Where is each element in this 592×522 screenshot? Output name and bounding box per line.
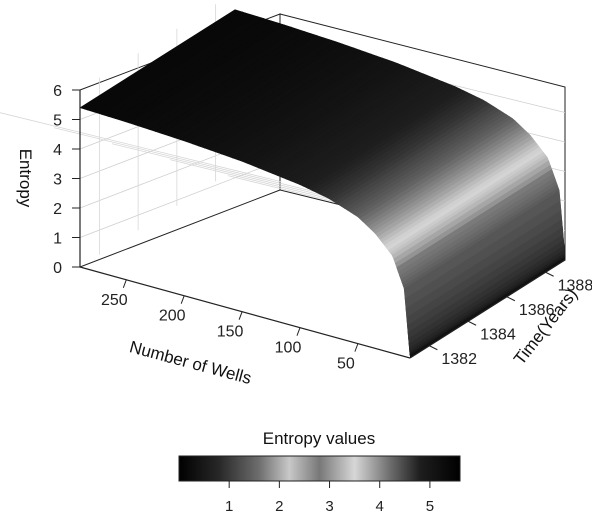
colorbar-tick-label: 4 [376, 498, 384, 515]
x-tick-label: 150 [217, 324, 244, 341]
y-tick-mark [545, 271, 554, 277]
z-tick-label: 4 [53, 142, 62, 159]
y-tick-label: 1384 [480, 326, 516, 343]
z-tick-label: 6 [53, 83, 62, 100]
colorbar-tick-label: 1 [225, 498, 233, 515]
z-tick-label: 2 [53, 201, 62, 218]
x-axis: 50 100 150 200 250 [79, 266, 411, 373]
x-tick-mark [296, 327, 301, 336]
z-tick-label: 1 [53, 231, 62, 248]
z-tick-label: 0 [53, 260, 62, 277]
y-tick-label: 1382 [441, 351, 477, 368]
y-tick-mark [467, 320, 477, 326]
grid-line [0, 112, 282, 183]
x-tick-mark [180, 295, 185, 304]
y-tick-mark [506, 296, 516, 302]
y-tick-label: 1386 [519, 302, 555, 319]
y-tick-label: 1388 [558, 277, 592, 294]
surface-strip [396, 169, 554, 273]
entropy-surface [79, 9, 566, 358]
colorbar-tick-label: 5 [426, 498, 434, 515]
grid-line [54, 127, 340, 199]
x-axis-line [79, 266, 411, 359]
x-tick-label: 200 [159, 308, 186, 325]
colorbar-tick-label: 2 [275, 498, 283, 515]
z-axis-title: Entropy [16, 149, 35, 208]
colorbar-title: Entropy values [263, 429, 375, 448]
x-tick-mark [122, 279, 127, 288]
x-tick-mark [354, 343, 359, 352]
y-tick-mark [429, 345, 438, 351]
x-tick-mark [238, 311, 243, 320]
surface-end-wall [410, 257, 565, 358]
z-axis: 0 1 2 3 4 5 6 [53, 83, 81, 277]
colorbar-gradient-bar [178, 455, 461, 482]
y-axis-title: Time(Years) [510, 285, 581, 369]
x-axis-title: Number of Wells [127, 337, 253, 388]
x-tick-label: 250 [101, 292, 128, 309]
colorbar-ticks: 1 2 3 4 5 [225, 481, 434, 515]
x-tick-label: 50 [337, 356, 355, 373]
z-tick-label: 5 [53, 113, 62, 130]
x-tick-label: 100 [275, 340, 302, 357]
colorbar: Entropy values 1 2 3 4 5 [178, 429, 461, 515]
colorbar-tick-label: 3 [325, 498, 333, 515]
z-tick-label: 3 [53, 172, 62, 189]
y-axis-line [409, 259, 566, 359]
